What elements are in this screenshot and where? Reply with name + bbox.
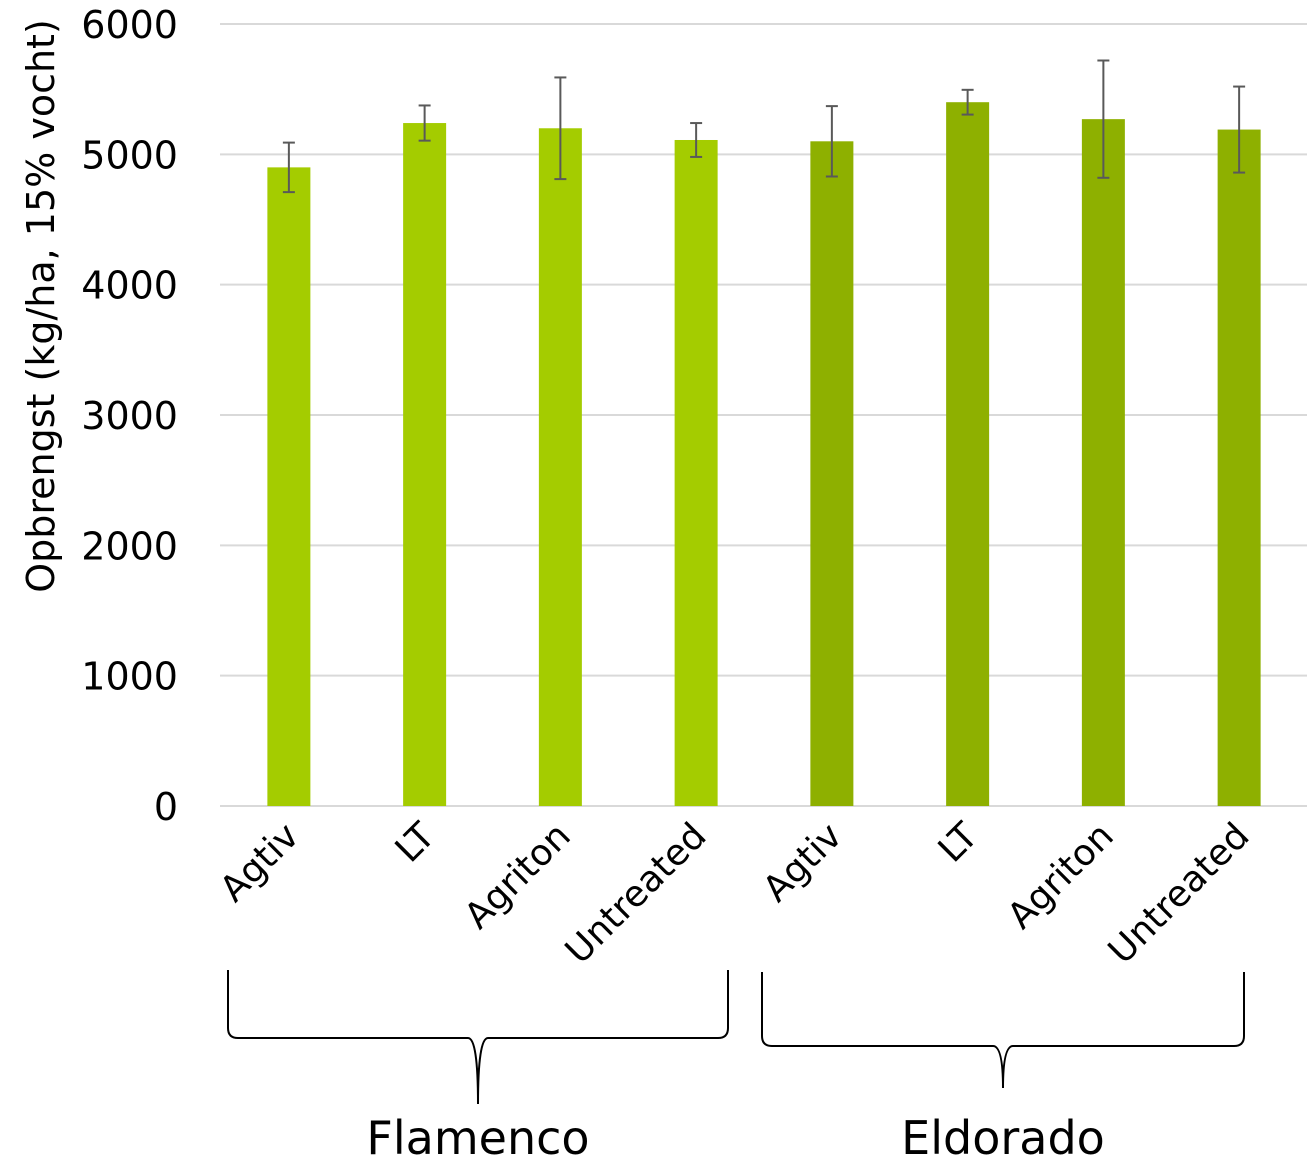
category-label: Agriton	[1000, 815, 1122, 937]
category-label: Agriton	[457, 815, 579, 937]
bar	[810, 141, 854, 807]
category-label: Agtiv	[756, 815, 851, 910]
y-tick-label: 4000	[81, 264, 178, 308]
gridlines	[220, 23, 1307, 807]
group-braces	[227, 970, 1245, 1105]
y-tick-label: 1000	[81, 655, 178, 699]
category-label: Untreated	[558, 815, 715, 972]
y-tick-label: 0	[154, 785, 178, 829]
bar	[538, 128, 582, 806]
bar	[1081, 119, 1125, 807]
category-label: LT	[931, 815, 987, 871]
y-tick-label: 5000	[81, 133, 178, 177]
y-axis-title: Opbrengst (kg/ha, 15% vocht)	[19, 19, 63, 593]
y-tick-label: 6000	[81, 3, 178, 47]
group-brace	[227, 970, 729, 1105]
y-tick-label: 2000	[81, 524, 178, 568]
bar	[674, 139, 718, 806]
category-label: LT	[388, 815, 444, 871]
bar	[403, 123, 447, 806]
group-label: Eldorado	[901, 1111, 1105, 1161]
error-bars	[282, 59, 1246, 194]
bar	[946, 102, 990, 806]
bar	[267, 167, 311, 806]
group-label: Flamenco	[366, 1111, 589, 1161]
bars	[267, 102, 1261, 807]
y-tick-label: 3000	[81, 394, 178, 438]
group-labels: Flamenco Eldorado	[366, 1111, 1104, 1161]
category-label: Agtiv	[213, 815, 308, 910]
bar	[1217, 129, 1261, 806]
category-label: Untreated	[1101, 815, 1258, 972]
group-brace	[761, 972, 1245, 1089]
y-axis-ticks: 0 1000 2000 3000 4000 5000 6000	[81, 3, 178, 829]
